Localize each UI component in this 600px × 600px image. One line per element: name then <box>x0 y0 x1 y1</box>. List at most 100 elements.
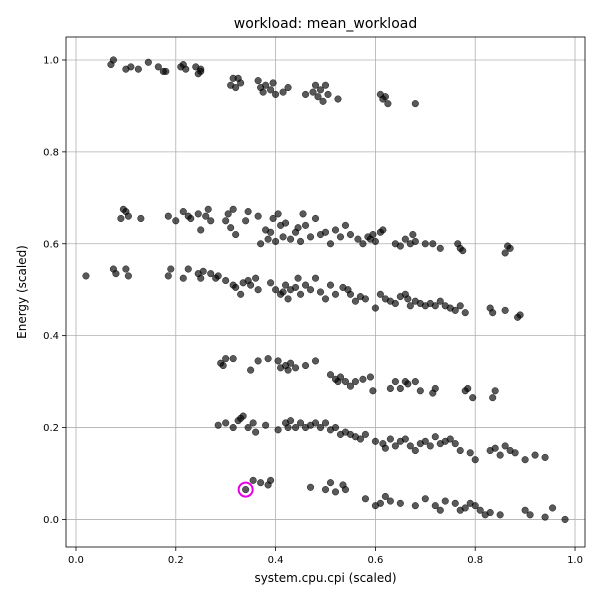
scatter-point <box>431 433 439 441</box>
scatter-point <box>249 419 257 427</box>
scatter-point <box>284 295 292 303</box>
scatter-point <box>496 511 504 519</box>
scatter-point <box>406 442 414 450</box>
scatter-point <box>282 281 290 289</box>
x-tick-label: 0.4 <box>268 555 284 566</box>
scatter-point <box>264 355 272 363</box>
scatter-point <box>294 224 302 232</box>
scatter-point <box>284 423 292 432</box>
scatter-point <box>411 446 419 455</box>
scatter-point <box>207 270 215 278</box>
scatter-point <box>471 456 479 464</box>
scatter-point <box>267 279 275 287</box>
scatter-point <box>232 83 240 92</box>
scatter-point <box>371 237 379 246</box>
scatter-point <box>319 97 327 105</box>
scatter-point <box>197 226 205 234</box>
scatter-point <box>411 378 419 386</box>
scatter-point <box>134 65 142 73</box>
scatter-point <box>471 502 479 510</box>
scatter-point <box>316 288 325 296</box>
scatter-point <box>284 83 292 92</box>
highlight-layer <box>237 481 254 498</box>
scatter-point <box>204 205 212 213</box>
scatter-point <box>239 412 247 420</box>
scatter-point <box>501 249 509 257</box>
scatter-point <box>326 371 335 379</box>
scatter-point <box>334 95 342 103</box>
scatter-point <box>366 373 374 381</box>
scatter-point <box>331 423 340 432</box>
scatter-point <box>222 217 230 225</box>
scatter-point <box>381 93 389 101</box>
scatter-point <box>489 394 497 402</box>
scatter-point <box>207 217 215 225</box>
y-tick-label: 0.6 <box>43 239 59 250</box>
axis-ticks: 0.0 0.2 0.4 0.6 0.8 1.0 0.0 0.2 0.4 0.6 0.8 1.0 <box>43 55 583 566</box>
scatter-point <box>316 86 325 94</box>
scatter-point <box>311 81 320 89</box>
scatter-point <box>112 270 120 278</box>
scatter-point <box>274 210 282 218</box>
scatter-point <box>224 210 232 218</box>
scatter-point <box>292 423 300 432</box>
scatter-point <box>172 217 180 225</box>
scatter-point <box>431 302 439 310</box>
scatter-point <box>361 495 369 503</box>
scatter-point <box>371 304 379 312</box>
scatter-point <box>287 359 295 367</box>
scatter-point <box>346 382 355 390</box>
y-tick-label: 0.2 <box>43 423 59 434</box>
scatter-point <box>237 290 245 298</box>
scatter-point <box>279 233 287 241</box>
scatter-point <box>127 63 135 71</box>
scatter-point <box>369 231 377 239</box>
scatter-point <box>242 486 250 494</box>
scatter-point <box>244 423 252 432</box>
scatter-point <box>436 506 444 514</box>
scatter-point <box>351 378 359 386</box>
scatter-point <box>421 240 429 248</box>
y-tick-label: 0.4 <box>43 331 59 342</box>
scatter-point <box>331 226 340 234</box>
scatter-point <box>511 449 519 457</box>
data-points <box>82 56 569 523</box>
scatter-point <box>461 309 469 317</box>
scatter-point <box>279 288 287 296</box>
scatter-point <box>354 235 362 243</box>
scatter-point <box>109 56 117 64</box>
scatter-point <box>222 355 230 363</box>
scatter-point <box>284 366 292 374</box>
scatter-point <box>296 290 305 298</box>
scatter-point <box>341 378 350 386</box>
x-tick-label: 0.6 <box>367 555 383 566</box>
chart-title: workload: mean_workload <box>234 16 417 32</box>
scatter-point <box>426 442 434 450</box>
scatter-point <box>341 221 350 229</box>
scatter-point <box>469 394 477 402</box>
scatter-point <box>306 483 315 491</box>
scatter-point <box>229 205 237 213</box>
scatter-point <box>219 361 227 370</box>
scatter-point <box>386 435 394 443</box>
scatter-point <box>361 295 369 303</box>
scatter-point <box>386 384 394 393</box>
scatter-point <box>326 479 335 487</box>
scatter-point <box>346 231 355 239</box>
scatter-point <box>237 79 245 87</box>
scatter-point <box>451 440 459 448</box>
y-tick-label: 0.8 <box>43 147 59 158</box>
scatter-point <box>311 357 320 365</box>
scatter-point <box>214 272 222 280</box>
scatter-point <box>287 235 295 243</box>
scatter-point <box>82 272 90 280</box>
scatter-point <box>429 240 437 248</box>
scatter-point <box>541 513 549 521</box>
scatter-point <box>137 214 145 223</box>
y-axis-label: Energy (scaled) <box>15 245 29 339</box>
scatter-point <box>287 417 295 425</box>
scatter-point <box>436 297 444 305</box>
scatter-point <box>194 210 202 218</box>
x-tick-label: 0.2 <box>168 555 184 566</box>
